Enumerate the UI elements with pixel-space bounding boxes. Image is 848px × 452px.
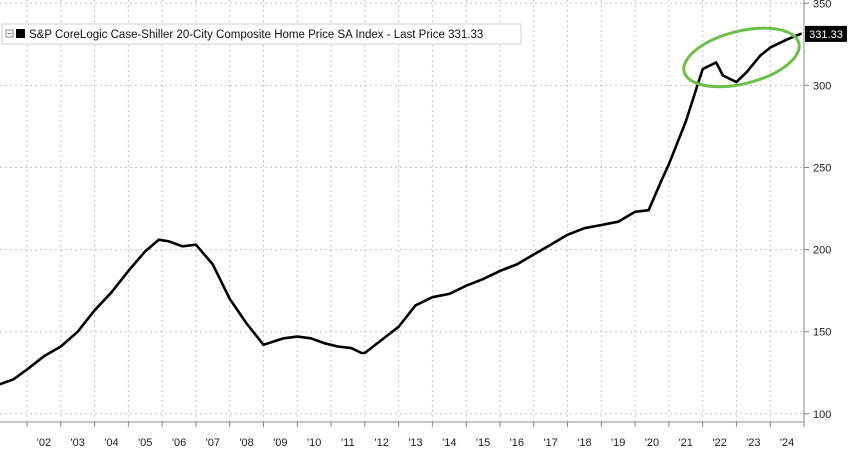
- y-tick-label: 150: [813, 327, 831, 339]
- last-price-box: [805, 25, 847, 42]
- x-tick-label: '08: [239, 437, 253, 449]
- series-line: [0, 32, 802, 386]
- x-tick-label: '24: [780, 437, 794, 449]
- x-tick-label: '19: [611, 437, 625, 449]
- legend-box: [1, 23, 522, 45]
- x-tick-label: '02: [37, 437, 51, 449]
- x-tick-label: '20: [645, 437, 659, 449]
- x-tick-label: '23: [746, 437, 760, 449]
- y-tick-label: 350: [813, 0, 831, 10]
- y-tick-label: 200: [813, 245, 831, 257]
- x-tick-label: '18: [577, 437, 591, 449]
- x-tick-label: '15: [476, 437, 490, 449]
- x-tick-label: '13: [408, 437, 422, 449]
- legend-label: S&P CoreLogic Case-Shiller 20-City Compo…: [29, 29, 483, 41]
- x-tick-label: '10: [307, 437, 321, 449]
- annotation-group: [682, 26, 801, 89]
- x-tick-label: '06: [172, 437, 186, 449]
- x-tick-label: '05: [138, 437, 152, 449]
- x-tick-label: '03: [71, 437, 85, 449]
- y-axis-ticks: 100 150 200 250 300 350: [804, 0, 831, 421]
- x-tick-label: '09: [273, 437, 287, 449]
- x-tick-label: '22: [712, 437, 726, 449]
- y-tick-label: 300: [813, 80, 831, 92]
- last-price-tag: 331.33: [805, 25, 847, 42]
- x-tick-label: '11: [341, 437, 355, 449]
- x-tick-label: '12: [375, 437, 389, 449]
- last-price-label: 331.33: [809, 29, 843, 41]
- y-tick-label: 250: [813, 162, 831, 174]
- series-group: [0, 32, 802, 386]
- x-tick-label: '04: [104, 437, 118, 449]
- x-tick-label: '16: [510, 437, 524, 449]
- grid-lines: [0, 0, 804, 422]
- legend-swatch: [16, 29, 25, 38]
- x-axis-ticks: '02 '03 '04 '05 '06 '07 '08 '09 '10 '11 '12 '13 '14 '…: [26, 422, 805, 449]
- x-tick-label: '07: [206, 437, 220, 449]
- y-tick-label: 100: [813, 409, 831, 421]
- legend: S&P CoreLogic Case-Shiller 20-City Compo…: [1, 23, 522, 45]
- x-tick-label: '21: [679, 437, 693, 449]
- x-tick-label: '14: [442, 437, 456, 449]
- x-tick-label: '17: [543, 437, 557, 449]
- highlight-ellipse: [682, 26, 801, 89]
